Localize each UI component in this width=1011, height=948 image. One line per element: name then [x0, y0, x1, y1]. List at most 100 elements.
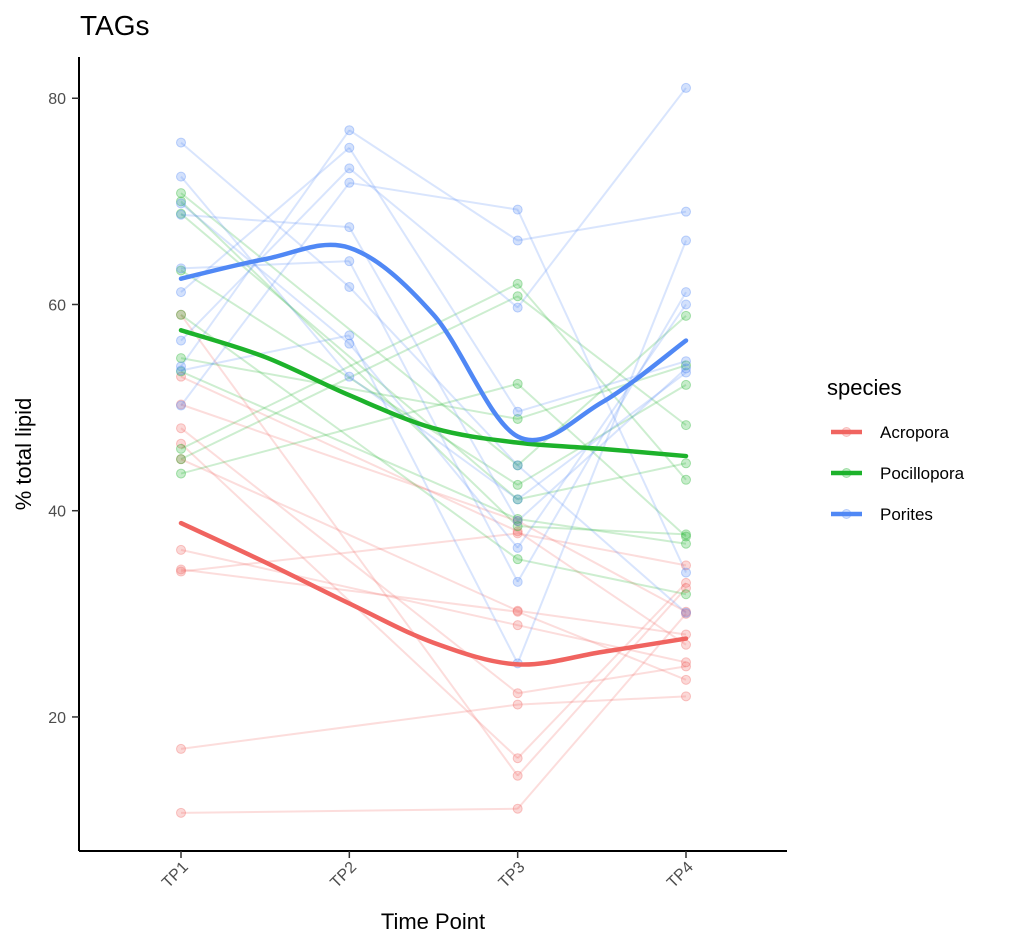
legend-title: species: [827, 375, 902, 400]
pocillopora-individual-line: [517, 295, 687, 426]
pocillopora-individual-line: [180, 382, 518, 475]
acropora-individual-line: [517, 520, 687, 613]
chart-title: TAGs: [80, 10, 149, 41]
y-tick-label: 20: [48, 710, 66, 727]
porites-data-point: [176, 263, 186, 274]
pocillopora-individual-line: [180, 212, 519, 501]
acropora-individual-line: [517, 609, 687, 636]
acropora-data-point: [176, 807, 186, 818]
pocillopora-individual-line: [180, 295, 519, 461]
porites-data-point: [176, 137, 186, 148]
porites-data-point: [344, 330, 355, 341]
legend-label-acropora: Acropora: [880, 423, 950, 442]
porites-data-point: [344, 142, 355, 153]
acropora-data-point: [512, 516, 523, 527]
y-tick-label: 60: [48, 297, 66, 314]
pocillopora-data-point: [512, 413, 523, 424]
porites-data-point: [681, 363, 691, 374]
porites-individual-line: [516, 240, 687, 664]
porites-individual-line: [516, 291, 687, 583]
pocillopora-data-point: [176, 188, 186, 199]
acropora-individual-line: [517, 624, 687, 664]
porites-individual-line: [180, 146, 350, 293]
porites-data-point: [512, 542, 523, 553]
pocillopora-data-point: [512, 278, 523, 289]
porites-individual-line: [348, 167, 519, 309]
porites-data-point: [344, 163, 355, 174]
acropora-individual-line: [517, 610, 687, 681]
porites-data-point: [344, 281, 355, 292]
porites-individual-line: [180, 182, 351, 407]
acropora-individual-line: [180, 375, 519, 533]
porites-data-point: [344, 338, 355, 349]
acropora-data-point: [681, 560, 691, 571]
acropora-trend-line: [178, 520, 689, 667]
pocillopora-data-point: [176, 468, 186, 479]
porites-individual-line: [180, 202, 350, 345]
pocillopora-individual-line: [180, 200, 519, 527]
x-axis-title: Time Point: [381, 909, 485, 934]
porites-data-point: [681, 82, 691, 93]
pocillopora-data-point: [176, 353, 186, 364]
acropora-data-point: [681, 674, 691, 685]
pocillopora-data-point: [512, 494, 523, 505]
pocillopora-individual-line: [180, 269, 519, 486]
porites-data-point: [344, 222, 355, 233]
pocillopora-data-point: [512, 479, 523, 490]
legend: species Acropora Pocillopora Porites: [827, 375, 965, 524]
pocillopora-data-point: [681, 379, 691, 390]
pocillopora-data-point: [681, 529, 691, 540]
x-tick-label: TP3: [496, 859, 529, 892]
porites-data-point: [512, 235, 523, 246]
pocillopora-data-point: [681, 589, 691, 600]
acropora-data-point: [176, 371, 186, 382]
acropora-data-point: [176, 454, 186, 465]
pocillopora-data-point: [681, 360, 691, 371]
porites-individual-line: [180, 213, 350, 229]
pocillopora-individual-line: [180, 357, 518, 420]
acropora-data-point: [176, 309, 186, 320]
acropora-data-point: [512, 803, 523, 814]
acropora-data-point: [176, 564, 186, 575]
porites-individual-line: [348, 260, 519, 583]
acropora-individual-line: [180, 807, 518, 814]
acropora-data-point: [176, 438, 186, 449]
porites-data-point: [344, 371, 355, 382]
pocillopora-data-point: [512, 378, 523, 389]
porites-individual-line: [180, 141, 350, 288]
acropora-data-point: [681, 639, 691, 650]
pocillopora-data-point: [176, 196, 186, 207]
x-tick-label: TP2: [327, 859, 360, 892]
porites-individual-line: [180, 129, 351, 367]
acropora-data-point: [681, 608, 691, 619]
porites-data-point: [344, 256, 355, 267]
acropora-individual-line: [180, 427, 519, 695]
pocillopora-individual-line: [180, 192, 519, 467]
pocillopora-data-point: [176, 265, 186, 276]
pocillopora-data-point: [681, 474, 691, 485]
pocillopora-data-point: [512, 513, 523, 524]
pocillopora-individual-line: [517, 364, 687, 420]
porites-data-point: [681, 567, 691, 578]
acropora-data-point: [681, 583, 691, 594]
porites-individual-line: [517, 371, 687, 501]
porites-data-point: [681, 235, 691, 246]
porites-data-point: [512, 302, 523, 313]
porites-data-point: [176, 361, 186, 372]
y-axis-ticks: 20 40 60 80: [48, 91, 79, 727]
pocillopora-data-point: [176, 454, 186, 465]
pocillopora-trend-line: [178, 328, 689, 459]
acropora-data-point: [681, 606, 691, 617]
porites-individual-line: [348, 129, 519, 242]
porites-individual-line: [180, 175, 351, 378]
porites-data-point: [176, 335, 186, 346]
porites-individual-line: [180, 167, 351, 342]
acropora-individual-line: [517, 695, 687, 706]
acropora-data-point: [176, 743, 186, 754]
porites-data-point: [512, 406, 523, 417]
pocillopora-individual-line: [180, 370, 519, 520]
pocillopora-data-point: [512, 521, 523, 532]
pocillopora-individual-line: [517, 315, 687, 467]
acropora-individual-line: [517, 530, 687, 646]
